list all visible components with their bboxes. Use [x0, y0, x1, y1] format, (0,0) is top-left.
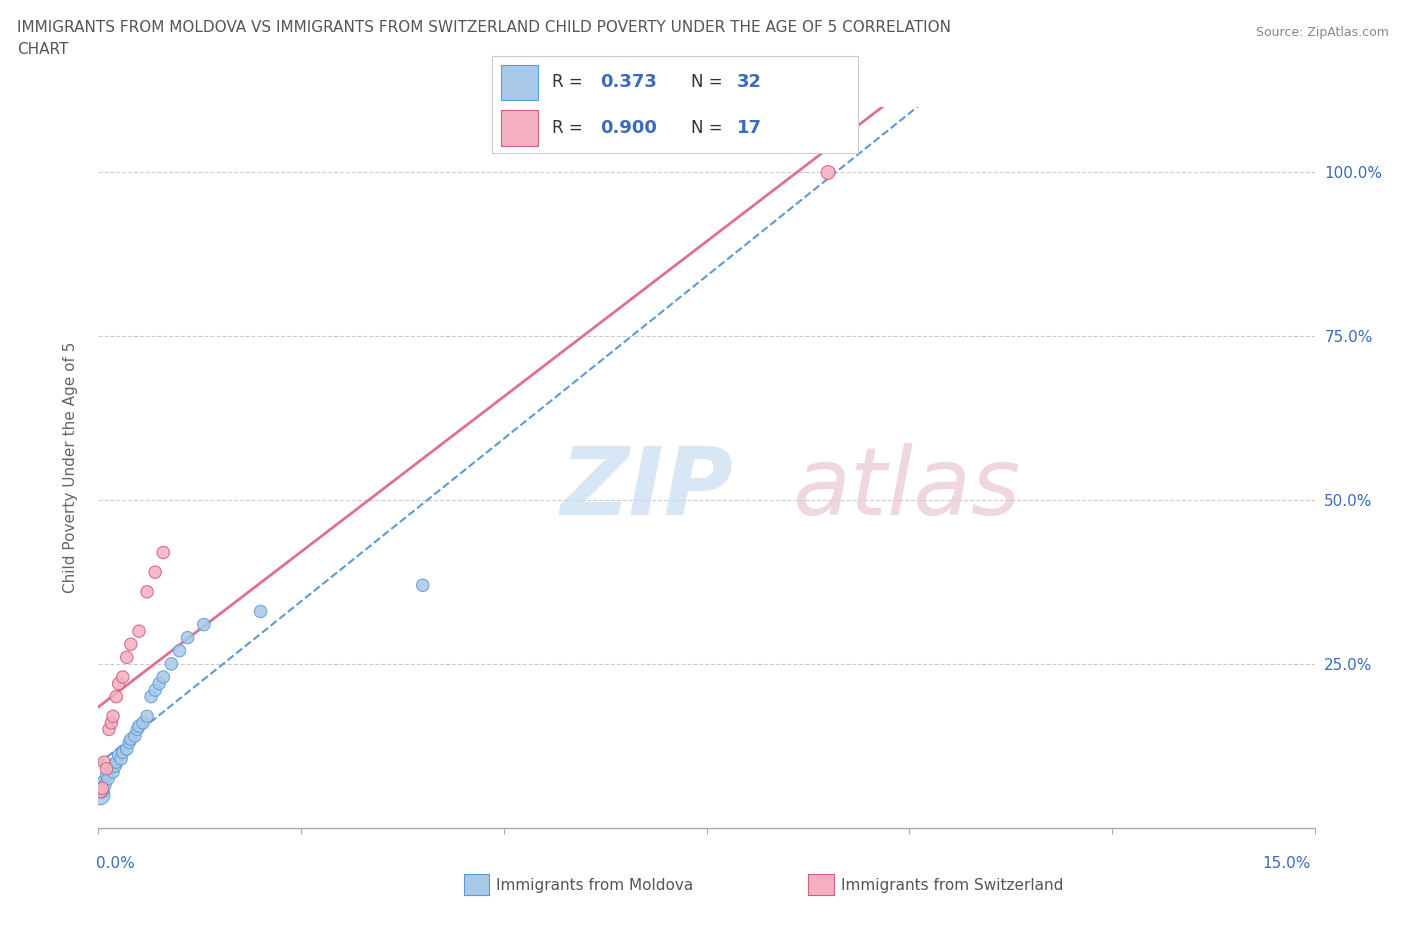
Text: R =: R = [553, 119, 589, 137]
Point [100, 715, 122, 730]
Point [101, 709, 124, 724]
Point [176, 631, 198, 645]
Point [91, 784, 114, 799]
Point [96, 768, 118, 783]
FancyBboxPatch shape [501, 64, 537, 100]
Point [412, 578, 434, 592]
Point [136, 584, 159, 599]
Point [89, 788, 111, 803]
Point [93, 755, 115, 770]
Point [118, 735, 141, 750]
Point [107, 676, 129, 691]
Text: 32: 32 [737, 73, 762, 91]
Point [128, 624, 150, 639]
Point [110, 751, 132, 766]
Point [139, 689, 162, 704]
Point [124, 728, 146, 743]
Text: N =: N = [692, 73, 728, 91]
Point [249, 604, 271, 619]
Point [143, 565, 166, 579]
Point [111, 745, 134, 760]
Point [111, 670, 134, 684]
Text: 15.0%: 15.0% [1263, 856, 1310, 870]
Point [90, 784, 112, 799]
Text: 0.0%: 0.0% [96, 856, 135, 870]
Point [193, 618, 215, 632]
Point [94, 777, 117, 792]
Point [115, 741, 138, 756]
Point [160, 657, 183, 671]
Text: Immigrants from Switzerland: Immigrants from Switzerland [841, 878, 1063, 893]
Point [169, 644, 191, 658]
Point [105, 689, 128, 704]
Point [120, 637, 142, 652]
Point [120, 732, 142, 747]
Point [105, 755, 128, 770]
Text: CHART: CHART [17, 42, 69, 57]
Text: atlas: atlas [792, 444, 1019, 535]
Point [152, 545, 174, 560]
Point [115, 650, 138, 665]
Point [127, 722, 149, 737]
Point [96, 762, 118, 777]
Text: R =: R = [553, 73, 589, 91]
Point [143, 683, 166, 698]
Point [91, 781, 114, 796]
Y-axis label: Child Poverty Under the Age of 5: Child Poverty Under the Age of 5 [63, 341, 77, 593]
Text: Immigrants from Moldova: Immigrants from Moldova [496, 878, 693, 893]
Point [100, 762, 122, 777]
Text: IMMIGRANTS FROM MOLDOVA VS IMMIGRANTS FROM SWITZERLAND CHILD POVERTY UNDER THE A: IMMIGRANTS FROM MOLDOVA VS IMMIGRANTS FR… [17, 20, 950, 35]
Point [128, 719, 150, 734]
Point [817, 165, 839, 179]
Point [152, 670, 174, 684]
Text: N =: N = [692, 119, 728, 137]
Text: 0.900: 0.900 [600, 119, 657, 137]
FancyBboxPatch shape [501, 111, 537, 146]
Point [107, 748, 129, 763]
Point [97, 771, 120, 786]
Point [148, 676, 170, 691]
Text: 0.373: 0.373 [600, 73, 657, 91]
Point [90, 781, 112, 796]
Point [91, 775, 114, 790]
Point [136, 709, 159, 724]
Text: ZIP: ZIP [561, 443, 734, 535]
Text: 17: 17 [737, 119, 762, 137]
Point [97, 722, 120, 737]
Text: Source: ZipAtlas.com: Source: ZipAtlas.com [1256, 26, 1389, 39]
Point [101, 764, 124, 779]
Point [104, 758, 127, 773]
Point [132, 715, 155, 730]
